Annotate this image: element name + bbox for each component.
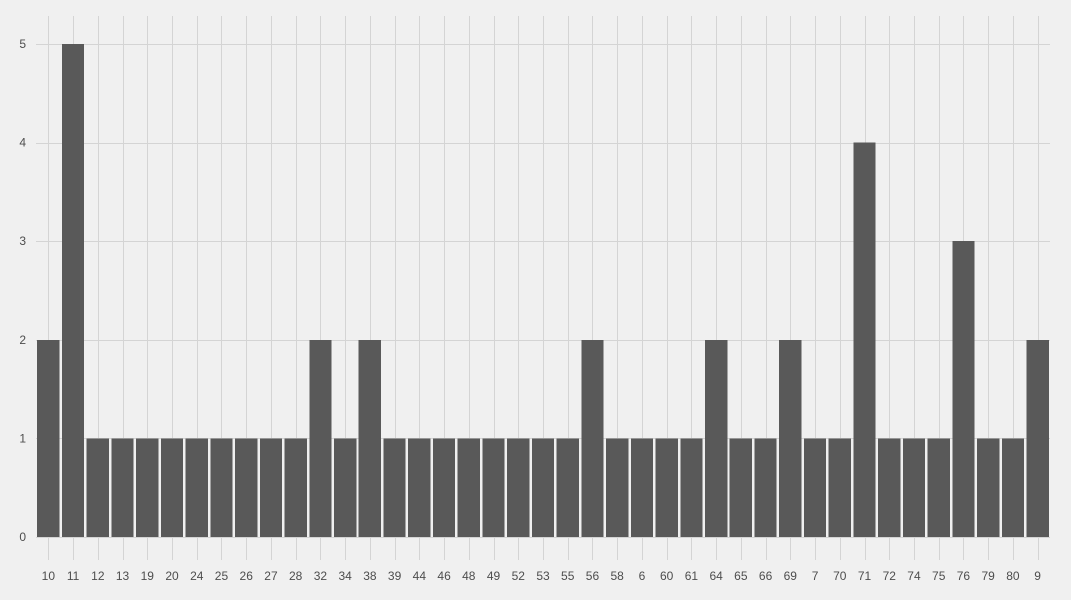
x-tick-label: 65 <box>734 569 748 583</box>
bar-61 <box>680 438 703 537</box>
bar-25 <box>210 438 233 537</box>
bar-58 <box>606 438 629 537</box>
bar-74 <box>902 438 926 537</box>
x-tick-label: 58 <box>611 569 625 583</box>
bar-10 <box>37 339 60 537</box>
y-tick-label: 0 <box>19 530 26 544</box>
bar-53 <box>531 438 555 537</box>
bar-19 <box>136 438 159 537</box>
x-tick-label: 66 <box>759 569 773 583</box>
x-axis-ticks: 10 11 12 13 19 20 24 25 26 27 28 32 34 38 39 44 46 48 49 52… <box>42 569 1042 583</box>
bar-72 <box>878 438 901 537</box>
bar-12 <box>86 438 109 537</box>
bar-70 <box>828 438 851 537</box>
x-tick-label: 79 <box>981 569 995 583</box>
x-tick-label: 74 <box>907 569 921 583</box>
x-tick-label: 9 <box>1034 569 1041 583</box>
bar-24 <box>185 438 208 537</box>
bar-71 <box>853 142 876 537</box>
x-tick-label: 64 <box>709 569 723 583</box>
y-tick-label: 2 <box>19 333 26 347</box>
y-tick-label: 3 <box>19 234 26 248</box>
bar-34 <box>334 438 357 537</box>
x-tick-label: 46 <box>437 569 451 583</box>
x-tick-label: 13 <box>116 569 130 583</box>
x-tick-label: 34 <box>338 569 352 583</box>
x-tick-label: 19 <box>141 569 155 583</box>
x-tick-label: 71 <box>858 569 872 583</box>
bar-44 <box>408 438 431 537</box>
bar-6 <box>630 438 654 537</box>
bar-39 <box>383 438 406 537</box>
x-tick-label: 10 <box>42 569 56 583</box>
bar-66 <box>754 438 777 537</box>
x-tick-label: 27 <box>264 569 278 583</box>
bar-79 <box>977 438 1000 537</box>
x-tick-label: 76 <box>957 569 971 583</box>
x-tick-label: 80 <box>1006 569 1020 583</box>
bar-80 <box>1001 438 1025 537</box>
x-tick-label: 7 <box>812 569 819 583</box>
x-tick-label: 61 <box>685 569 699 583</box>
x-tick-label: 75 <box>932 569 946 583</box>
y-tick-label: 5 <box>19 37 26 51</box>
y-axis-ticks: 0 1 2 3 4 5 <box>19 37 26 544</box>
x-tick-label: 24 <box>190 569 204 583</box>
x-tick-label: 44 <box>413 569 427 583</box>
x-tick-label: 39 <box>388 569 402 583</box>
bar-48 <box>457 438 480 537</box>
x-tick-label: 12 <box>91 569 105 583</box>
bar-9 <box>1026 339 1049 537</box>
bar-64 <box>704 339 728 537</box>
bar-38 <box>358 339 382 537</box>
bar-65 <box>729 438 752 537</box>
x-tick-label: 6 <box>639 569 646 583</box>
x-tick-label: 26 <box>240 569 254 583</box>
bar-27 <box>259 438 283 537</box>
x-tick-label: 49 <box>487 569 501 583</box>
x-tick-label: 25 <box>215 569 229 583</box>
bar-layer <box>37 44 1049 537</box>
x-tick-label: 11 <box>67 569 80 583</box>
x-tick-label: 56 <box>586 569 600 583</box>
x-tick-label: 69 <box>784 569 798 583</box>
bar-20 <box>160 438 184 537</box>
x-tick-label: 72 <box>883 569 897 583</box>
bar-11 <box>61 44 85 537</box>
bar-55 <box>556 438 579 537</box>
bar-49 <box>482 438 505 537</box>
x-tick-label: 38 <box>363 569 377 583</box>
bar-28 <box>284 438 307 537</box>
x-tick-label: 70 <box>833 569 847 583</box>
bar-52 <box>507 438 530 537</box>
x-tick-label: 55 <box>561 569 575 583</box>
x-tick-label: 48 <box>462 569 476 583</box>
x-tick-label: 32 <box>314 569 328 583</box>
x-tick-label: 20 <box>165 569 179 583</box>
x-tick-label: 60 <box>660 569 674 583</box>
bar-26 <box>235 438 258 537</box>
bar-32 <box>309 339 332 537</box>
bar-69 <box>779 339 802 537</box>
bar-56 <box>581 339 604 537</box>
bar-76 <box>952 241 975 537</box>
bar-13 <box>111 438 134 537</box>
y-tick-label: 1 <box>19 431 26 445</box>
x-tick-label: 52 <box>512 569 526 583</box>
bar-7 <box>803 438 827 537</box>
bar-46 <box>432 438 456 537</box>
y-tick-label: 4 <box>19 136 26 150</box>
bar-60 <box>655 438 678 537</box>
x-tick-label: 28 <box>289 569 303 583</box>
x-tick-label: 53 <box>536 569 550 583</box>
bar-75 <box>927 438 950 537</box>
